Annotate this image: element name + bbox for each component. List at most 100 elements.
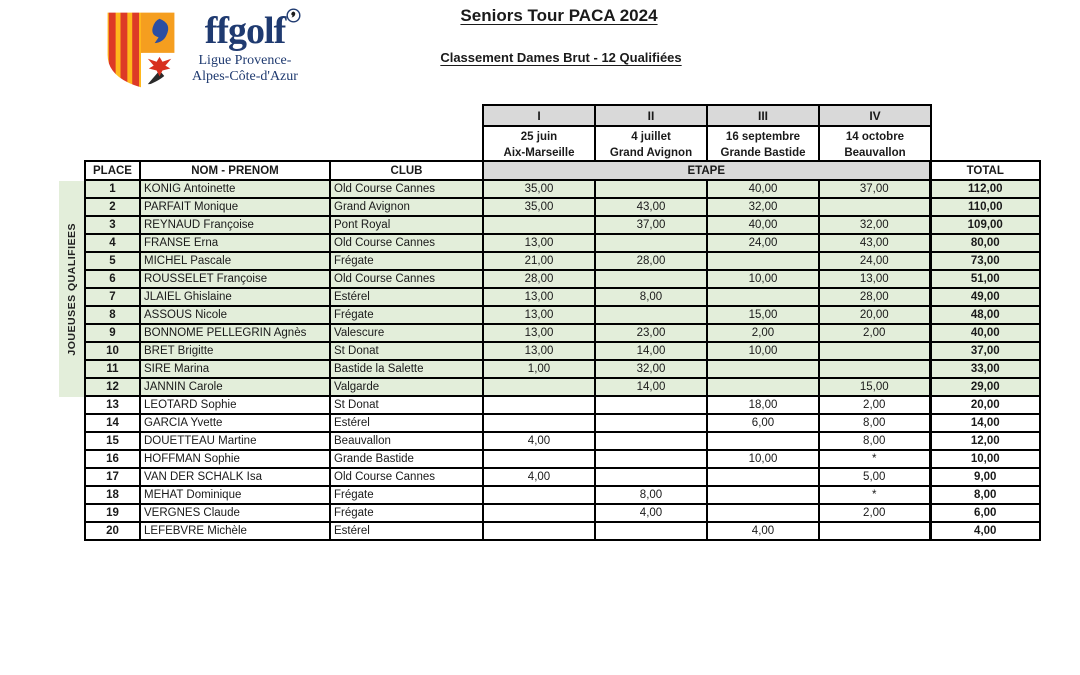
table-row: 18 MEHAT Dominique Frégate 8,00 * 8,00 (84, 485, 1041, 505)
ranking-table: PLACE NOM - PRENOM CLUB ETAPE TOTAL 1 KO… (84, 160, 1041, 541)
stage-date-text: 16 septembre (725, 131, 801, 143)
etape4-cell: 24,00 (818, 251, 931, 271)
etape4-cell: 5,00 (818, 467, 931, 487)
etape1-cell: 35,00 (482, 197, 596, 217)
total-cell: 6,00 (928, 503, 1041, 523)
table-row: 3 REYNAUD Françoise Pont Royal 37,00 40,… (84, 215, 1041, 235)
name-cell: LEFEBVRE Michèle (139, 521, 331, 541)
etape3-cell: 40,00 (706, 215, 820, 235)
stage-venue-text: Aix-Marseille (503, 147, 575, 159)
stage-date-text: 25 juin (520, 131, 558, 143)
qualified-players-label: JOUEUSES QUALIFIEES (65, 222, 78, 356)
total-cell: 12,00 (928, 431, 1041, 451)
etape3-cell: 10,00 (706, 269, 820, 289)
etape2-cell: 14,00 (594, 341, 708, 361)
etape4-cell: * (818, 485, 931, 505)
place-cell: 13 (84, 395, 141, 415)
etape2-cell (594, 179, 708, 199)
place-cell: 14 (84, 413, 141, 433)
name-cell: DOUETTEAU Martine (139, 431, 331, 451)
stage-numeral-3: III (706, 104, 820, 127)
club-cell: Estérel (329, 413, 484, 433)
name-cell: ASSOUS Nicole (139, 305, 331, 325)
etape3-cell (706, 431, 820, 451)
registered-mark-icon (286, 8, 301, 23)
etape4-cell: 2,00 (818, 395, 931, 415)
page-subtitle: Classement Dames Brut - 12 Qualifiées (440, 50, 682, 65)
etape1-cell: 1,00 (482, 359, 596, 379)
name-cell: MICHEL Pascale (139, 251, 331, 271)
etape3-cell: 15,00 (706, 305, 820, 325)
total-cell: 14,00 (928, 413, 1041, 433)
etape4-cell (818, 197, 931, 217)
club-cell: Old Course Cannes (329, 269, 484, 289)
etape3-cell: 10,00 (706, 449, 820, 469)
etape3-cell (706, 467, 820, 487)
total-cell: 20,00 (928, 395, 1041, 415)
etape2-cell: 28,00 (594, 251, 708, 271)
place-cell: 19 (84, 503, 141, 523)
etape4-cell: 15,00 (818, 377, 931, 397)
name-cell: ROUSSELET Françoise (139, 269, 331, 289)
etape2-cell (594, 395, 708, 415)
col-header-total: TOTAL (928, 160, 1041, 181)
etape1-cell: 35,00 (482, 179, 596, 199)
table-row: 9 BONNOME PELLEGRIN Agnès Valescure 13,0… (84, 323, 1041, 343)
place-cell: 17 (84, 467, 141, 487)
table-row: 8 ASSOUS Nicole Frégate 13,00 15,00 20,0… (84, 305, 1041, 325)
table-row: 20 LEFEBVRE Michèle Estérel 4,00 4,00 (84, 521, 1041, 541)
club-cell: St Donat (329, 341, 484, 361)
stage-dates-row: 25 juin Aix-Marseille 4 juillet Grand Av… (482, 125, 932, 165)
etape4-cell: 20,00 (818, 305, 931, 325)
club-cell: Grand Avignon (329, 197, 484, 217)
table-row: 4 FRANSE Erna Old Course Cannes 13,00 24… (84, 233, 1041, 253)
etape1-cell: 13,00 (482, 233, 596, 253)
stage-date-2: 4 juillet Grand Avignon (594, 125, 708, 165)
club-cell: Old Course Cannes (329, 467, 484, 487)
etape2-cell: 37,00 (594, 215, 708, 235)
name-cell: BRET Brigitte (139, 341, 331, 361)
total-cell: 4,00 (928, 521, 1041, 541)
total-cell: 8,00 (928, 485, 1041, 505)
name-cell: GARCIA Yvette (139, 413, 331, 433)
total-cell: 73,00 (928, 251, 1041, 271)
etape3-cell (706, 485, 820, 505)
club-cell: Old Course Cannes (329, 233, 484, 253)
table-row: 5 MICHEL Pascale Frégate 21,00 28,00 24,… (84, 251, 1041, 271)
etape2-cell: 14,00 (594, 377, 708, 397)
etape2-cell (594, 521, 708, 541)
place-cell: 1 (84, 179, 141, 199)
etape2-cell (594, 449, 708, 469)
etape4-cell: 8,00 (818, 431, 931, 451)
etape1-cell: 13,00 (482, 323, 596, 343)
total-cell: 110,00 (928, 197, 1041, 217)
etape2-cell (594, 467, 708, 487)
etape1-cell: 4,00 (482, 467, 596, 487)
logo-area: ffgolf Ligue Provence- Alpes-Côte-d'Azur (104, 8, 301, 90)
table-row: 15 DOUETTEAU Martine Beauvallon 4,00 8,0… (84, 431, 1041, 451)
stage-date-text: 4 juillet (631, 131, 671, 143)
etape4-cell: 2,00 (818, 503, 931, 523)
etape2-cell: 43,00 (594, 197, 708, 217)
table-row: 1 KONIG Antoinette Old Course Cannes 35,… (84, 179, 1041, 199)
col-header-club: CLUB (329, 160, 484, 181)
etape3-cell: 18,00 (706, 395, 820, 415)
club-cell: Frégate (329, 251, 484, 271)
name-cell: BONNOME PELLEGRIN Agnès (139, 323, 331, 343)
etape3-cell: 10,00 (706, 341, 820, 361)
name-cell: VAN DER SCHALK Isa (139, 467, 331, 487)
etape1-cell: 13,00 (482, 341, 596, 361)
col-header-name: NOM - PRENOM (139, 160, 331, 181)
stage-date-1: 25 juin Aix-Marseille (482, 125, 596, 165)
etape3-cell (706, 287, 820, 307)
table-row: 10 BRET Brigitte St Donat 13,00 14,00 10… (84, 341, 1041, 361)
club-cell: Pont Royal (329, 215, 484, 235)
total-cell: 51,00 (928, 269, 1041, 289)
stage-venue-text: Grand Avignon (609, 147, 693, 159)
stage-numeral-1: I (482, 104, 596, 127)
place-cell: 7 (84, 287, 141, 307)
club-cell: Frégate (329, 305, 484, 325)
etape1-cell (482, 449, 596, 469)
table-row: 17 VAN DER SCHALK Isa Old Course Cannes … (84, 467, 1041, 487)
etape3-cell: 24,00 (706, 233, 820, 253)
